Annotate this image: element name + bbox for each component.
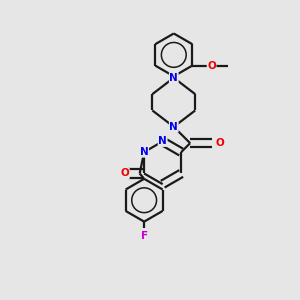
- Text: N: N: [169, 122, 178, 132]
- Text: N: N: [169, 73, 178, 83]
- Text: O: O: [207, 61, 216, 70]
- Text: O: O: [120, 169, 129, 178]
- Text: F: F: [141, 232, 148, 242]
- Text: N: N: [140, 147, 148, 157]
- Text: O: O: [215, 138, 224, 148]
- Text: N: N: [158, 136, 167, 146]
